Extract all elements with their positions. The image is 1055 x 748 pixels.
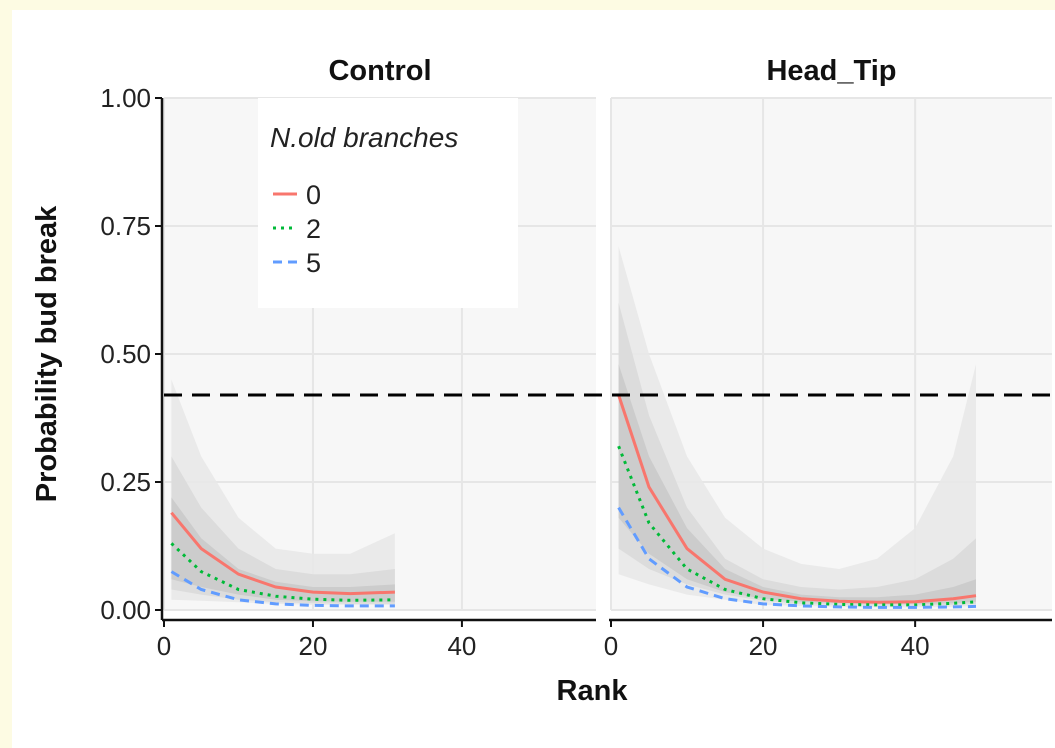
y-tick-label-1: 0.25 [100,467,151,497]
legend-label-0: 0 [306,180,321,210]
faceted-line-chart: Control Head_Tip 0 20 40 0 20 400.000.250.500.… [31,55,1055,707]
series-line-0-0 [170,511,395,596]
y-tick-label-4: 1.00 [100,83,151,113]
legend-title: N.old branches [270,122,458,153]
confidence-band-1-1 [618,302,976,606]
series-line-0-5 [170,570,395,608]
legend-box [258,98,518,308]
x-tick-label-0-1: 20 [299,631,328,661]
series-line-1-0 [617,394,977,604]
legend-label-5: 5 [306,248,321,278]
y-axis-title: Probability bud break [31,205,63,502]
series-line-1-5 [617,506,977,609]
x-tick-label-0-2: 40 [447,631,476,661]
chart-frame: Control Head_Tip 0 20 40 0 20 40 0.00 0.25 0.50 0.… [12,10,1055,748]
y-tick-label-0: 0.00 [100,595,151,625]
x-tick-label-1-2: 40 [901,631,930,661]
x-tick-label-1-0: 0 [604,631,618,661]
confidence-band-1-0 [618,246,976,608]
y-tick-label-3: 0.75 [100,211,151,241]
facet-title-0: Control [328,55,431,87]
series-line-0-2 [170,542,395,602]
confidence-band-0-2 [171,497,395,602]
y-tick-label-2: 0.50 [100,339,151,369]
x-tick-label-1-1: 20 [749,631,778,661]
x-tick-label-0-0: 0 [157,631,171,661]
facet-title-1: Head_Tip [766,55,896,87]
x-axis-title: Rank [557,675,629,707]
legend-label-2: 2 [306,214,321,244]
series-line-1-2 [617,445,977,607]
